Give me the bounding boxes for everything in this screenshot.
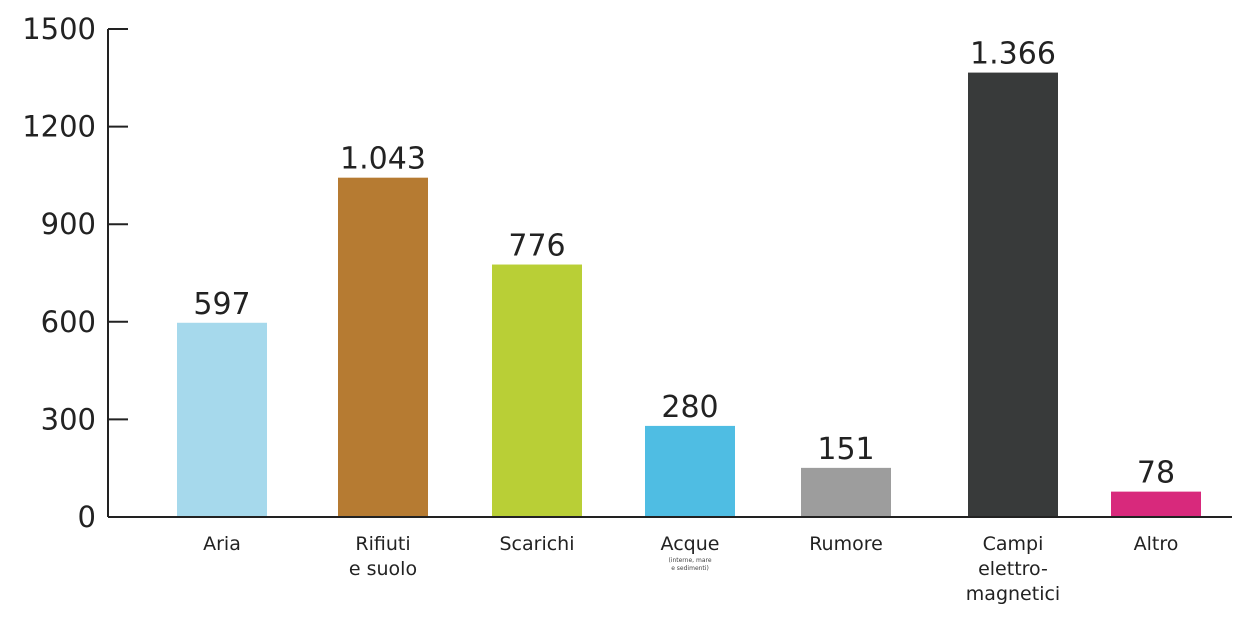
y-tick-label: 600: [41, 305, 96, 339]
y-tick-label: 300: [41, 402, 96, 436]
data-labels: 597 1.043 776 280 151 1.366 78: [193, 37, 1175, 491]
y-tick-label: 1200: [22, 110, 96, 144]
x-tick-label: Campi: [983, 533, 1044, 555]
y-tick-label: 900: [41, 207, 96, 241]
category-labels: Aria Rifiuti e suolo Scarichi Acque (interne,…: [203, 533, 1178, 605]
bar: [1111, 491, 1201, 517]
x-tick-sublabel: e sedimenti): [671, 565, 709, 572]
bar: [338, 177, 428, 517]
data-label: 1.366: [970, 37, 1056, 72]
data-label: 78: [1137, 456, 1175, 491]
y-tick-label: 1500: [22, 12, 96, 46]
x-tick-label: Scarichi: [499, 533, 574, 555]
data-label: 280: [661, 390, 718, 425]
x-tick-label: Altro: [1134, 533, 1179, 555]
x-tick-label: elettro-: [978, 558, 1048, 580]
bar: [645, 425, 735, 517]
bar: [177, 322, 267, 517]
bar: [801, 467, 891, 517]
x-tick-label: Aria: [203, 533, 241, 555]
x-tick-label: Rumore: [809, 533, 883, 555]
data-label: 1.043: [340, 142, 426, 177]
bar: [492, 264, 582, 517]
data-label: 597: [193, 287, 250, 322]
x-tick-label: Acque: [661, 533, 720, 555]
y-axis: 0 300 600 900 1200 1500: [22, 12, 128, 534]
x-tick-label: magnetici: [966, 583, 1060, 605]
bar: [968, 72, 1058, 517]
data-label: 776: [508, 229, 565, 264]
y-tick-label: 0: [78, 500, 96, 534]
bars: [177, 72, 1201, 517]
x-tick-sublabel: (interne, mare: [668, 557, 711, 564]
data-label: 151: [817, 432, 874, 467]
x-tick-label: Rifiuti: [355, 533, 410, 555]
x-tick-label: e suolo: [349, 558, 417, 580]
